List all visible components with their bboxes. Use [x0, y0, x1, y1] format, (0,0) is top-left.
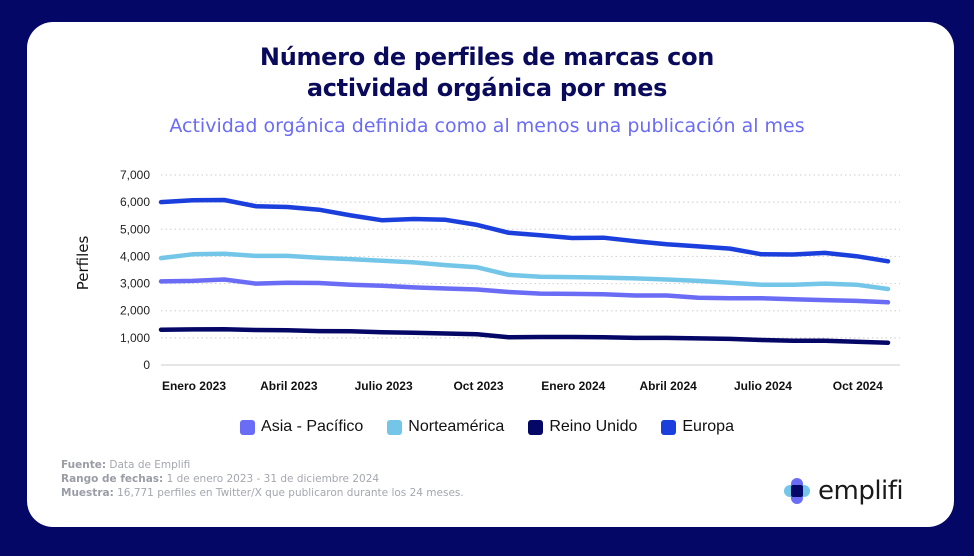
- legend-item: Norteamérica: [387, 418, 504, 436]
- y-axis-ticks: 0 1,000 2,000 3,000 4,000 5,000 6,000 7,000: [120, 168, 150, 372]
- footer-sample: Muestra: 16,771 perfiles en Twitter/X qu…: [61, 487, 464, 499]
- chart-title: Número de perfiles de marcas con activid…: [0, 42, 974, 104]
- footer-notes: Fuente: Data de Emplifi Rango de fechas:…: [61, 458, 464, 500]
- x-tick-label: Abril 2023: [260, 379, 318, 393]
- y-tick-label: 1,000: [120, 331, 150, 345]
- y-tick-label: 6,000: [120, 195, 150, 209]
- chart-title-line2: actividad orgánica por mes: [306, 74, 668, 102]
- legend-item: Reino Unido: [528, 418, 637, 436]
- x-tick-label: Julio 2023: [355, 379, 413, 393]
- y-tick-label: 4,000: [120, 249, 150, 263]
- x-tick-label: Enero 2023: [162, 379, 226, 393]
- chart-legend: Asia - Pacífico Norteamérica Reino Unido Eu…: [0, 418, 974, 436]
- series-line-europa: [158, 197, 891, 264]
- x-tick-label: Abril 2024: [639, 379, 697, 393]
- emplifi-logo-icon: [784, 478, 810, 504]
- y-tick-label: 3,000: [120, 277, 150, 291]
- chart-card: [27, 22, 954, 527]
- x-tick-label: Julio 2024: [734, 379, 792, 393]
- legend-item: Europa: [661, 418, 734, 436]
- y-tick-label: 2,000: [120, 304, 150, 318]
- legend-label: Europa: [682, 418, 734, 435]
- legend-item: Asia - Pacífico: [240, 418, 363, 436]
- x-tick-label: Enero 2024: [541, 379, 605, 393]
- legend-swatch: [387, 419, 403, 435]
- y-tick-label: 0: [143, 358, 150, 372]
- legend-swatch: [240, 419, 256, 435]
- legend-label: Reino Unido: [549, 418, 638, 435]
- series-lines: [158, 197, 891, 345]
- legend-label: Asia - Pacífico: [261, 418, 364, 435]
- footer-source: Fuente: Data de Emplifi: [61, 459, 191, 471]
- legend-swatch: [528, 419, 544, 435]
- chart-title-line1: Número de perfiles de marcas con: [259, 43, 715, 71]
- chart-subtitle: Actividad orgánica definida como al meno…: [169, 115, 805, 137]
- x-tick-label: Oct 2023: [453, 379, 503, 393]
- y-tick-label: 5,000: [120, 222, 150, 236]
- series-line-norteamérica: [158, 251, 891, 292]
- legend-label: Norteamérica: [408, 418, 505, 435]
- x-tick-label: Oct 2024: [833, 379, 883, 393]
- x-axis-ticks: Enero 2023 Abril 2023 Julio 2023 Oct 2023 En…: [162, 379, 883, 393]
- emplifi-logo: emplifi: [782, 476, 904, 506]
- emplifi-logo-text: emplifi: [818, 476, 904, 506]
- series-line-reino-unido: [158, 326, 891, 345]
- y-tick-label: 7,000: [120, 168, 150, 182]
- y-axis-label: Perfiles: [74, 236, 92, 291]
- series-line-asia-pacífico: [158, 277, 891, 305]
- legend-swatch: [661, 419, 677, 435]
- footer-date-range: Rango de fechas: 1 de enero 2023 - 31 de…: [61, 473, 380, 485]
